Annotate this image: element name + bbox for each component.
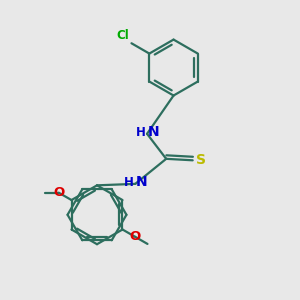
Text: H: H (136, 126, 146, 139)
Text: O: O (53, 186, 65, 199)
Text: S: S (196, 153, 206, 167)
Text: O: O (130, 230, 141, 243)
Text: N: N (148, 125, 159, 139)
Text: Cl: Cl (116, 29, 129, 42)
Text: N: N (136, 176, 148, 189)
Text: H: H (124, 176, 134, 189)
